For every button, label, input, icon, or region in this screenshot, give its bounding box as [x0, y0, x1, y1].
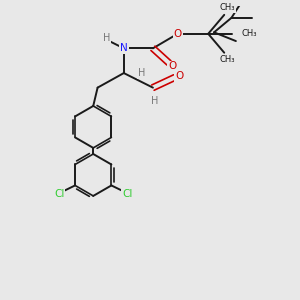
- Text: H: H: [103, 33, 110, 43]
- Text: CH₃: CH₃: [219, 3, 235, 12]
- Text: Cl: Cl: [54, 189, 64, 199]
- Text: N: N: [120, 43, 128, 53]
- Text: H: H: [138, 68, 145, 78]
- Text: CH₃: CH₃: [219, 56, 235, 64]
- Text: O: O: [175, 71, 183, 81]
- Text: O: O: [168, 61, 176, 71]
- Text: H: H: [151, 96, 158, 106]
- Text: O: O: [173, 29, 182, 39]
- Text: CH₃: CH₃: [242, 29, 257, 38]
- Text: Cl: Cl: [122, 189, 133, 199]
